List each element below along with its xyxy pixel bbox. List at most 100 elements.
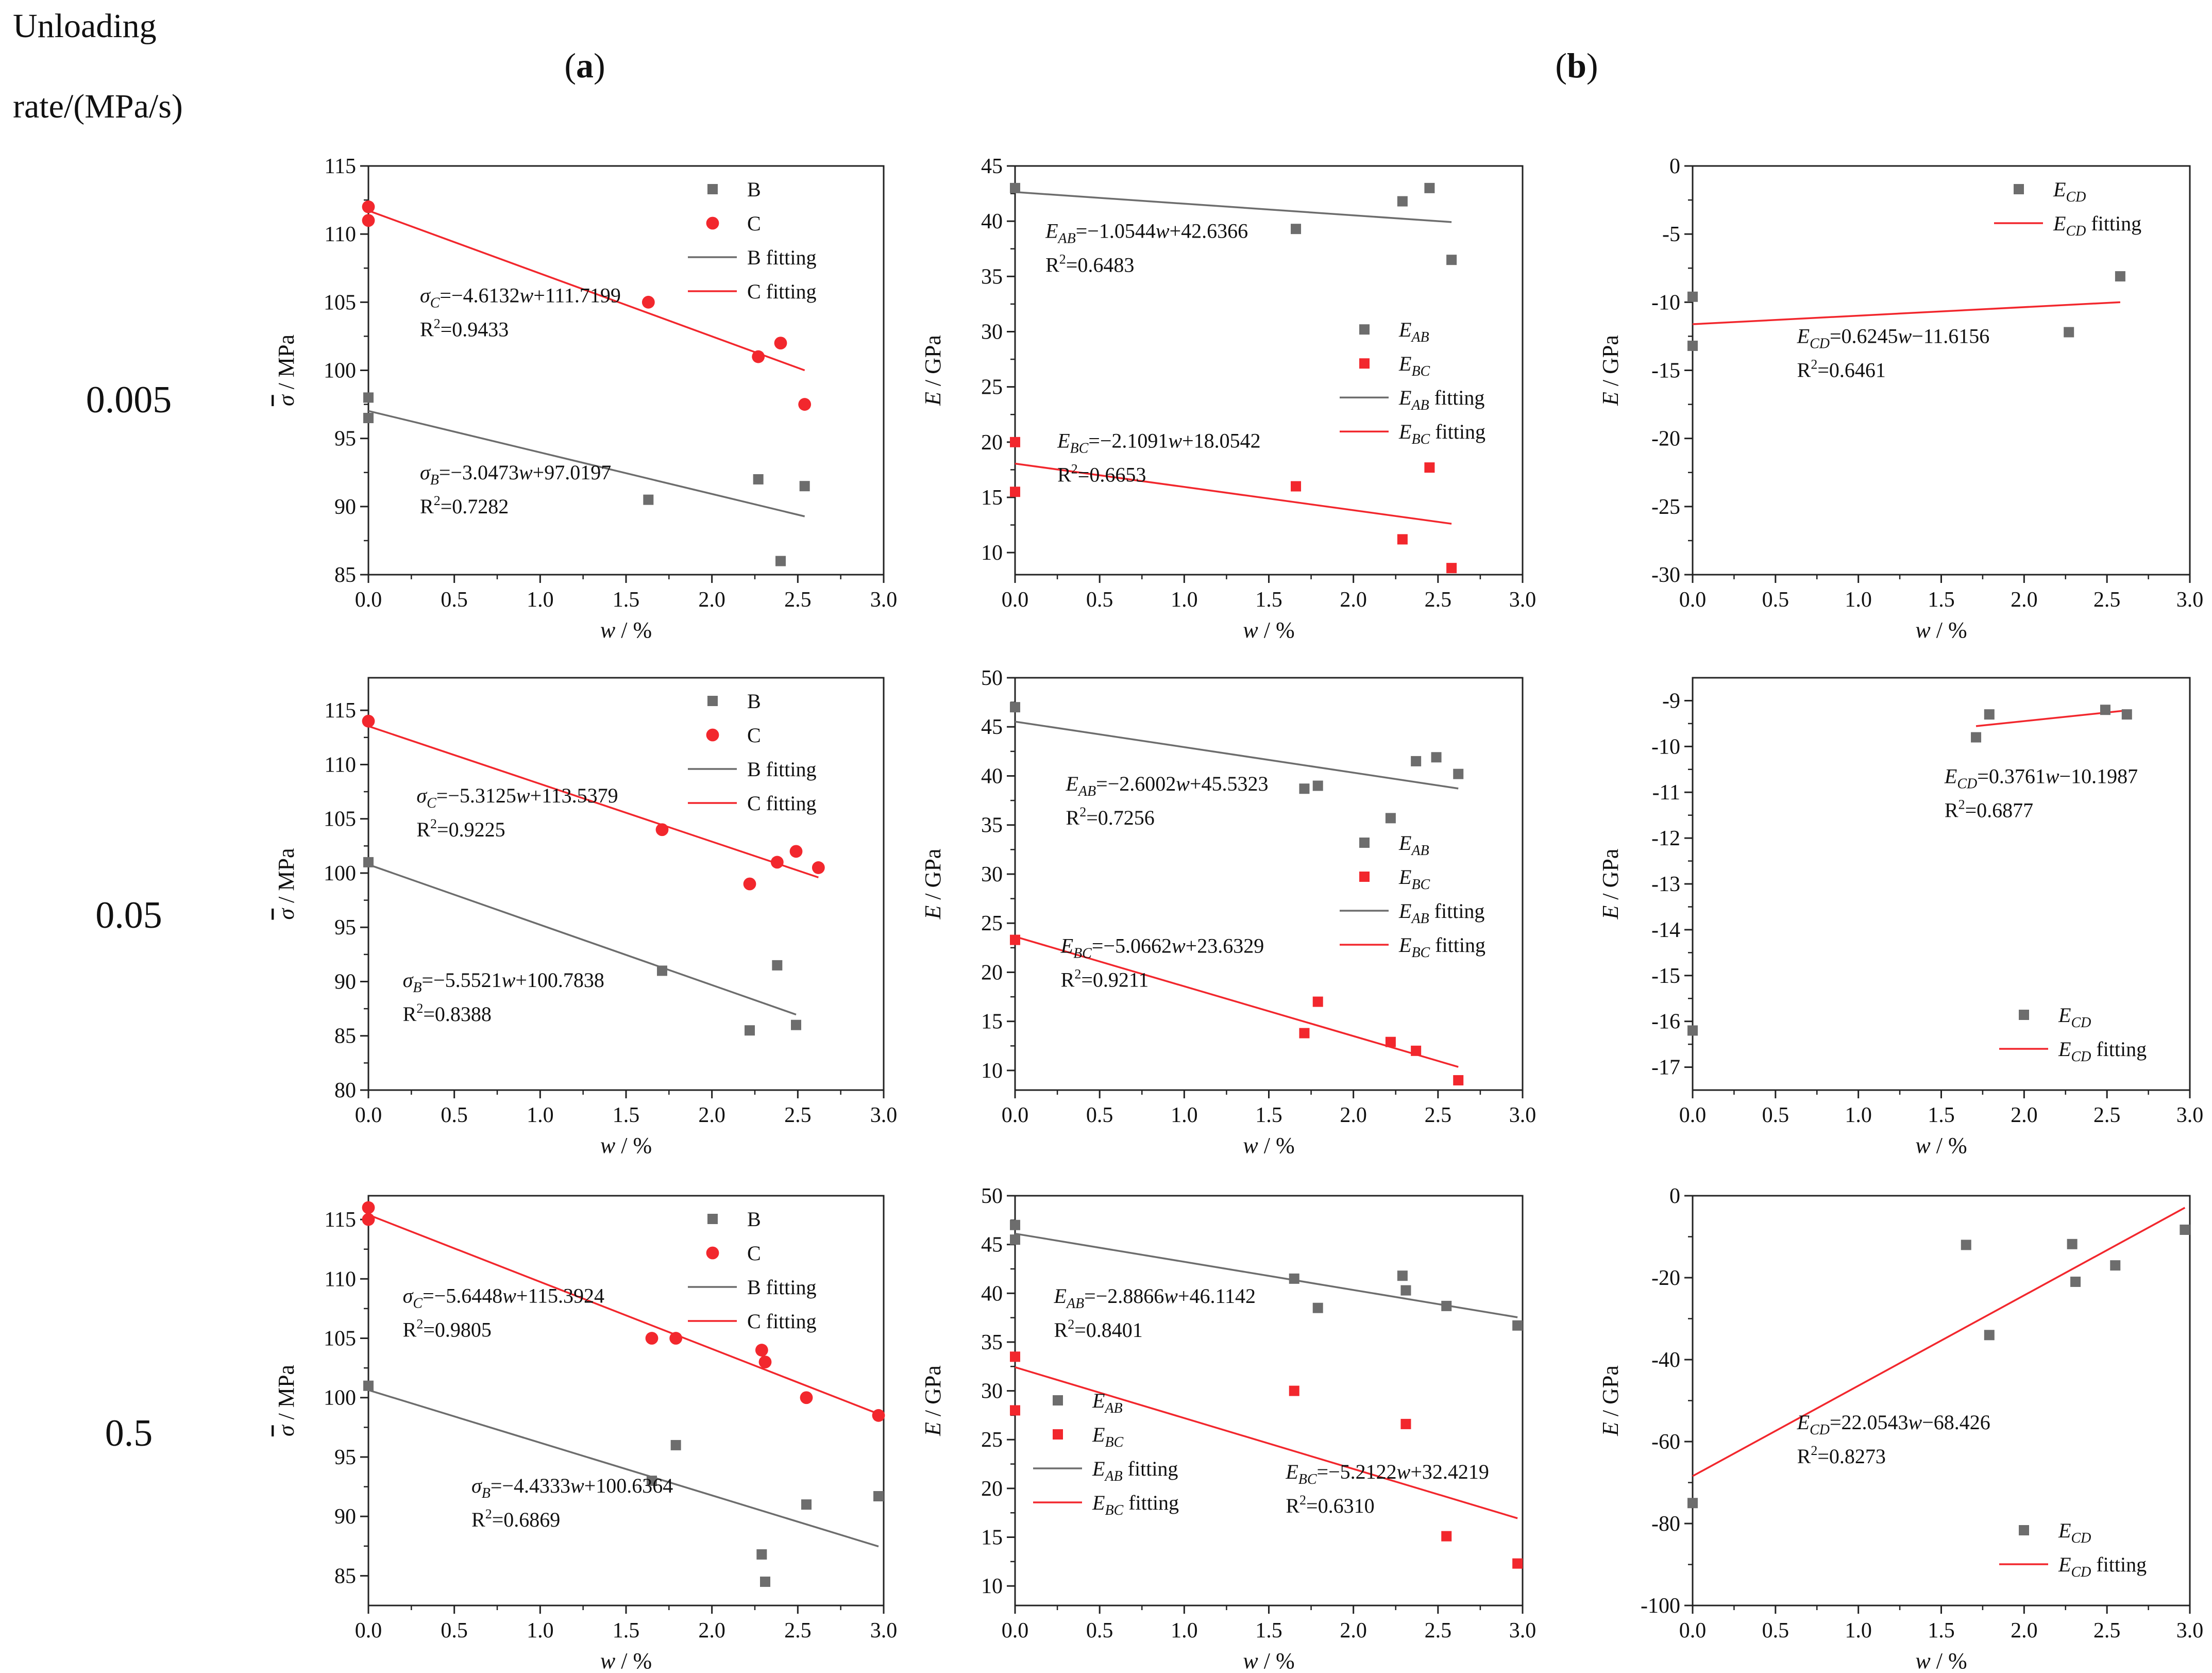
eq-coefficient: =−1.0544: [1076, 219, 1156, 242]
x-tick-label: 3.0: [870, 1619, 898, 1643]
x-axis-unit: / %: [615, 1648, 652, 1673]
legend-label-main: E: [2058, 1553, 2071, 1576]
legend-marker-swatch: [706, 1246, 719, 1260]
x-tick-label: 3.0: [1509, 588, 1536, 612]
data-point-s1: [770, 856, 784, 869]
legend: BC B fitting C fitting: [688, 690, 816, 815]
data-point-s0: [1687, 291, 1698, 302]
legend-label: EBC fitting: [1092, 1491, 1179, 1518]
x-tick-label: 0.0: [1002, 1619, 1029, 1643]
x-tick-label: 3.0: [2176, 1619, 2204, 1643]
eq-intercept: −11.6156: [1912, 325, 1989, 348]
x-tick-label: 1.0: [1845, 1619, 1872, 1643]
data-point-s0: [756, 1549, 767, 1560]
y-axis-var: σ: [274, 394, 299, 406]
legend-label-tail: fitting: [1430, 420, 1485, 443]
data-point-s0: [363, 392, 374, 403]
eq-variable: w: [516, 784, 530, 807]
legend-label: EAB: [1398, 318, 1429, 345]
r2-value: 0.9225: [449, 818, 505, 841]
y-axis-label: E / GPa: [920, 335, 945, 406]
y-tick-label: -25: [1651, 495, 1680, 519]
y-tick-label: 115: [325, 1208, 356, 1232]
y-tick-label: 30: [981, 863, 1003, 886]
x-tick-label: 3.0: [1509, 1103, 1536, 1127]
r2-value: 0.6653: [1089, 463, 1146, 487]
data-point-s0: [2100, 705, 2110, 715]
r2-letter: R: [403, 1318, 417, 1341]
legend-label: EBC fitting: [1398, 420, 1485, 447]
data-point-s0: [1961, 1240, 1971, 1250]
eq-symbol: E: [1057, 429, 1070, 453]
fit-line-1: [368, 725, 819, 879]
legend-label: C fitting: [747, 280, 816, 303]
eq-subscript: B: [413, 980, 421, 996]
r2-equals: =: [441, 317, 452, 341]
y-tick-label: -15: [1651, 359, 1680, 383]
legend-label-tail: fitting: [1123, 1457, 1178, 1480]
data-point-s1: [872, 1409, 885, 1422]
eq-symbol: σ: [403, 1284, 414, 1307]
y-tick-label: 25: [981, 1428, 1003, 1452]
legend-label-sub: CD: [2071, 1049, 2091, 1065]
y-tick-label: 100: [324, 1386, 356, 1410]
fit-r-squared: R2=0.6653: [1057, 462, 1146, 487]
y-axis-unit: / GPa: [1598, 1365, 1623, 1422]
plot-frame: [1014, 677, 1524, 1091]
r2-exponent: 2: [1299, 1493, 1306, 1508]
fit-equation: σB=−3.0473w+97.0197: [420, 461, 611, 488]
fit-equation: EBC=−2.1091w+18.0542: [1057, 429, 1261, 457]
panel-label-a-letter: a: [576, 46, 594, 85]
eq-variable: w: [1909, 1411, 1922, 1434]
eq-subscript: AB: [1077, 783, 1096, 799]
legend-label: C: [747, 1242, 761, 1265]
legend-label-sub: CD: [2066, 223, 2086, 239]
data-point-s1: [800, 1391, 813, 1404]
data-point-s1: [362, 714, 375, 728]
fit-r-squared: R2=0.6877: [1945, 797, 2033, 822]
r2-letter: R: [471, 1508, 485, 1531]
data-point-s1: [1312, 996, 1323, 1007]
x-tick-label: 1.0: [1171, 1103, 1198, 1127]
r2-exponent: 2: [1059, 252, 1066, 266]
eq-symbol: E: [1060, 934, 1073, 957]
fit-line-1: [1015, 935, 1459, 1068]
y-axis-unit: / GPa: [920, 335, 945, 392]
eq-subscript: C: [427, 795, 436, 811]
data-point-s0: [1289, 1273, 1299, 1284]
y-tick-label: 35: [981, 265, 1003, 289]
x-tick-label: 2.5: [784, 1619, 812, 1643]
y-tick-label: 15: [981, 1526, 1003, 1550]
eq-variable: w: [2046, 764, 2059, 788]
y-tick-label: 110: [325, 1267, 356, 1291]
r2-letter: R: [403, 1002, 417, 1026]
x-tick-label: 0.5: [441, 1103, 468, 1127]
fit-line-0: [1015, 191, 1452, 223]
data-point-s0: [1424, 182, 1435, 193]
chart-r2c3: 0.0 0.5 1.0 1.5 2.0 2.5 3.0 -17 -16 -15 -14 -13 -12 -…: [1598, 677, 2203, 1158]
legend-label-main: E: [1398, 865, 1411, 889]
x-tick-label: 1.5: [1928, 1619, 1955, 1643]
y-tick-label: 85: [334, 563, 356, 587]
y-tick-label: 95: [334, 1446, 356, 1469]
legend-label-sub: AB: [1104, 1400, 1122, 1416]
fit-equation: ECD=0.3761w−10.1987: [1944, 764, 2138, 792]
fit-line-0: [368, 1389, 879, 1548]
eq-coefficient: =−2.6002: [1096, 772, 1176, 795]
r2-equals: =: [1817, 1445, 1829, 1468]
x-tick-label: 0.5: [1762, 1103, 1789, 1127]
r2-equals: =: [441, 495, 452, 518]
eq-symbol: E: [1797, 325, 1810, 348]
y-tick-label: 0: [1669, 1184, 1680, 1208]
fit-r-squared: R2=0.7282: [420, 493, 509, 518]
r2-equals: =: [1817, 359, 1829, 382]
chart-r2c1: 0.0 0.5 1.0 1.5 2.0 2.5 3.0 80 85 90 95 100 105 110 11…: [274, 677, 897, 1158]
data-point-s0: [1312, 1302, 1323, 1313]
legend-marker-swatch: [707, 184, 718, 194]
data-point-s1: [1010, 487, 1020, 497]
fit-r-squared: R2=0.8388: [403, 1001, 492, 1026]
eq-intercept: +100.7838: [515, 968, 604, 992]
legend-label-main: C: [747, 724, 761, 747]
panel-label-a-close: ): [594, 46, 605, 85]
